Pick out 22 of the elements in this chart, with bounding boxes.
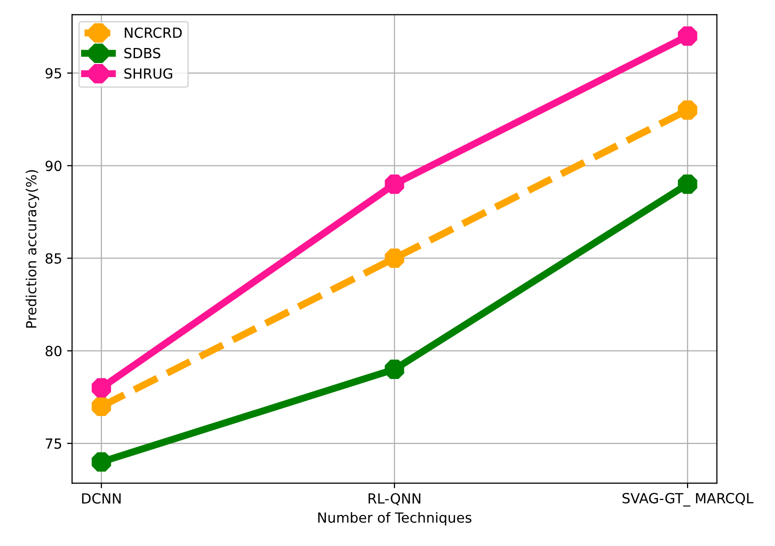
point xyxy=(384,174,404,194)
y-tick-label: 90 xyxy=(46,160,62,172)
point xyxy=(678,26,698,46)
point xyxy=(384,248,404,268)
point xyxy=(384,360,404,380)
point xyxy=(92,452,112,472)
point xyxy=(92,396,112,416)
point xyxy=(678,100,698,120)
x-tick-label: DCNN xyxy=(82,493,121,504)
y-tick-label: 80 xyxy=(46,346,62,356)
y-tick-label: 95 xyxy=(46,68,62,79)
point xyxy=(92,378,112,398)
point xyxy=(678,174,698,194)
y-axis-title: Prediction accuracy(%) xyxy=(26,170,40,328)
legend-label: SDBS xyxy=(124,48,160,58)
x-axis-title: Number of Techniques xyxy=(318,512,472,526)
legend-label: SHRUG xyxy=(124,68,172,79)
x-tick-label: SVAG-GT_ MARCQL xyxy=(622,492,754,507)
y-tick-label: 75 xyxy=(46,438,62,449)
x-tick-label: RL-QNN xyxy=(368,493,420,506)
y-tick-label: 85 xyxy=(46,253,62,264)
legend-label: NCRCRD xyxy=(124,27,182,38)
